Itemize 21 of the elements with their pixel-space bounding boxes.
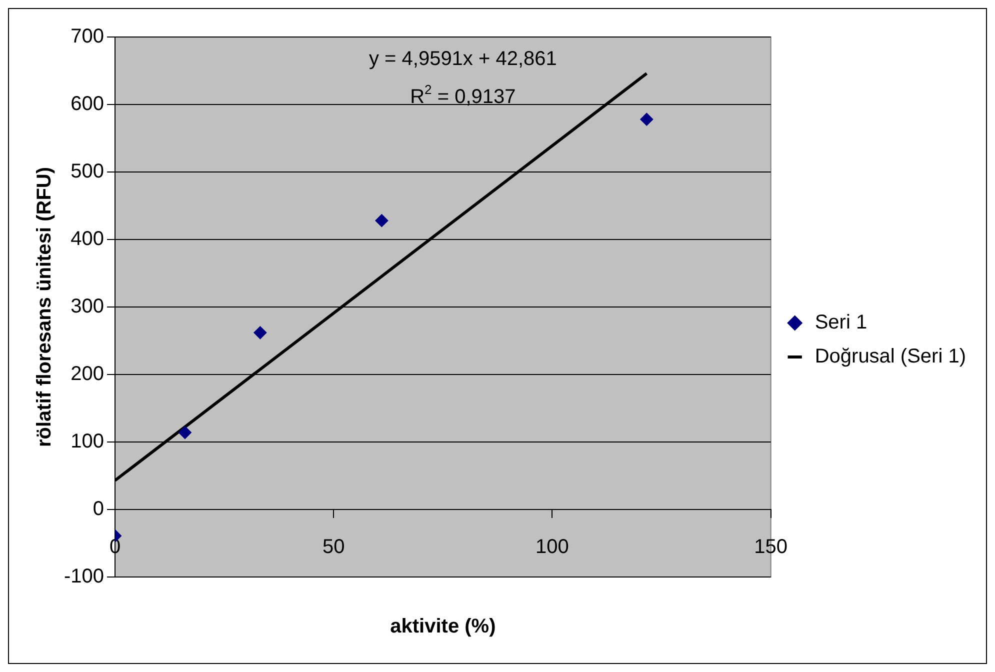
y-tick-label: 300 xyxy=(70,296,104,318)
y-tick-label: 600 xyxy=(70,93,104,116)
x-tick-label: 100 xyxy=(536,536,569,558)
point xyxy=(640,112,654,126)
annotation: y = 4,9591x + 42,861 xyxy=(368,48,557,70)
legend-label: Seri 1 xyxy=(814,312,868,334)
x-tick-label: 150 xyxy=(754,536,788,558)
y-tick-label: -100 xyxy=(64,566,104,588)
legend-label: Doğrusal (Seri 1) xyxy=(814,346,966,368)
x-tick-label: 50 xyxy=(322,536,345,558)
y-axis-title: rölatif floresans ünitesi (RFU) xyxy=(34,166,56,448)
y-tick-label: 0 xyxy=(92,498,104,520)
point xyxy=(254,326,267,340)
y-tick-label: 100 xyxy=(70,430,104,453)
point xyxy=(178,426,192,440)
y-tick-label: 200 xyxy=(70,363,104,386)
y-tick-label: 500 xyxy=(70,160,104,183)
point xyxy=(375,214,388,228)
x-axis-title: aktivite (%) xyxy=(390,616,496,638)
y-tick-label: 400 xyxy=(70,228,104,250)
y-tick-label: 700 xyxy=(70,26,104,48)
